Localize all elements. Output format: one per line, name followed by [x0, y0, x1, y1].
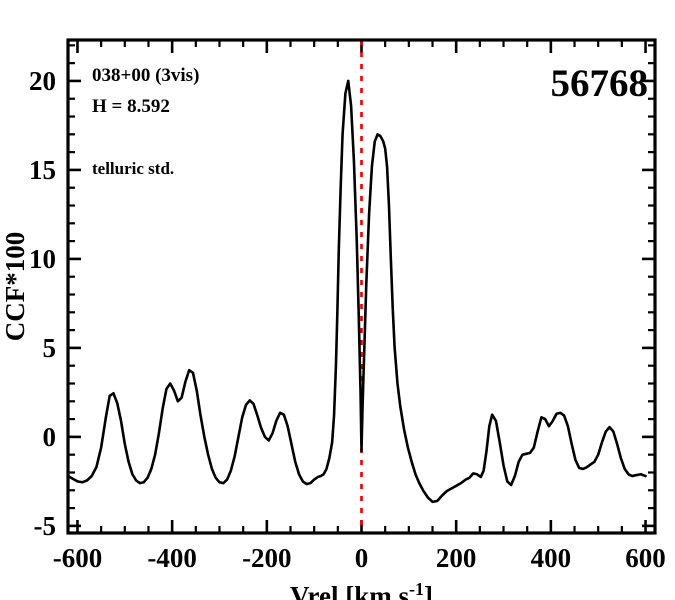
plot-frame	[66, 38, 657, 535]
y-tick-label: -5	[34, 511, 57, 541]
x-axis-title-tail: ]	[424, 581, 433, 600]
y-axis-tick-labels: -5 0 5 10 15 20	[29, 66, 56, 541]
y-tick-label: 10	[29, 244, 56, 274]
x-tick-label: -400	[147, 543, 197, 573]
ccf-data-curve	[66, 79, 647, 504]
y-tick-label: 5	[43, 333, 57, 363]
x-tick-label: 200	[436, 543, 477, 573]
telluric-standard-label: telluric std.	[92, 159, 174, 178]
x-axis-tick-labels: -600 -400 -200 0 200 400 600	[53, 543, 666, 573]
epoch-mjd-label: 56768	[551, 62, 649, 105]
target-id-label: 038+00 (3vis)	[92, 65, 199, 86]
y-axis-title: CCF*100	[0, 232, 30, 342]
x-axis-title-base: Vrel [km s	[290, 581, 409, 600]
x-tick-label: 400	[531, 543, 572, 573]
x-axis-title: Vrel [km s-1]	[290, 579, 433, 600]
y-tick-label: 20	[29, 66, 56, 96]
y-axis-major-ticks	[68, 79, 655, 528]
y-tick-label: 15	[29, 155, 56, 185]
magnitude-label: H = 8.592	[92, 96, 170, 117]
x-axis-major-ticks	[76, 40, 647, 533]
x-tick-label: 600	[625, 543, 666, 573]
x-tick-label: -200	[242, 543, 292, 573]
x-axis-title-exponent: -1	[409, 579, 424, 599]
x-tick-label: 0	[355, 543, 369, 573]
y-tick-label: 0	[43, 422, 57, 452]
x-tick-label: -600	[53, 543, 103, 573]
